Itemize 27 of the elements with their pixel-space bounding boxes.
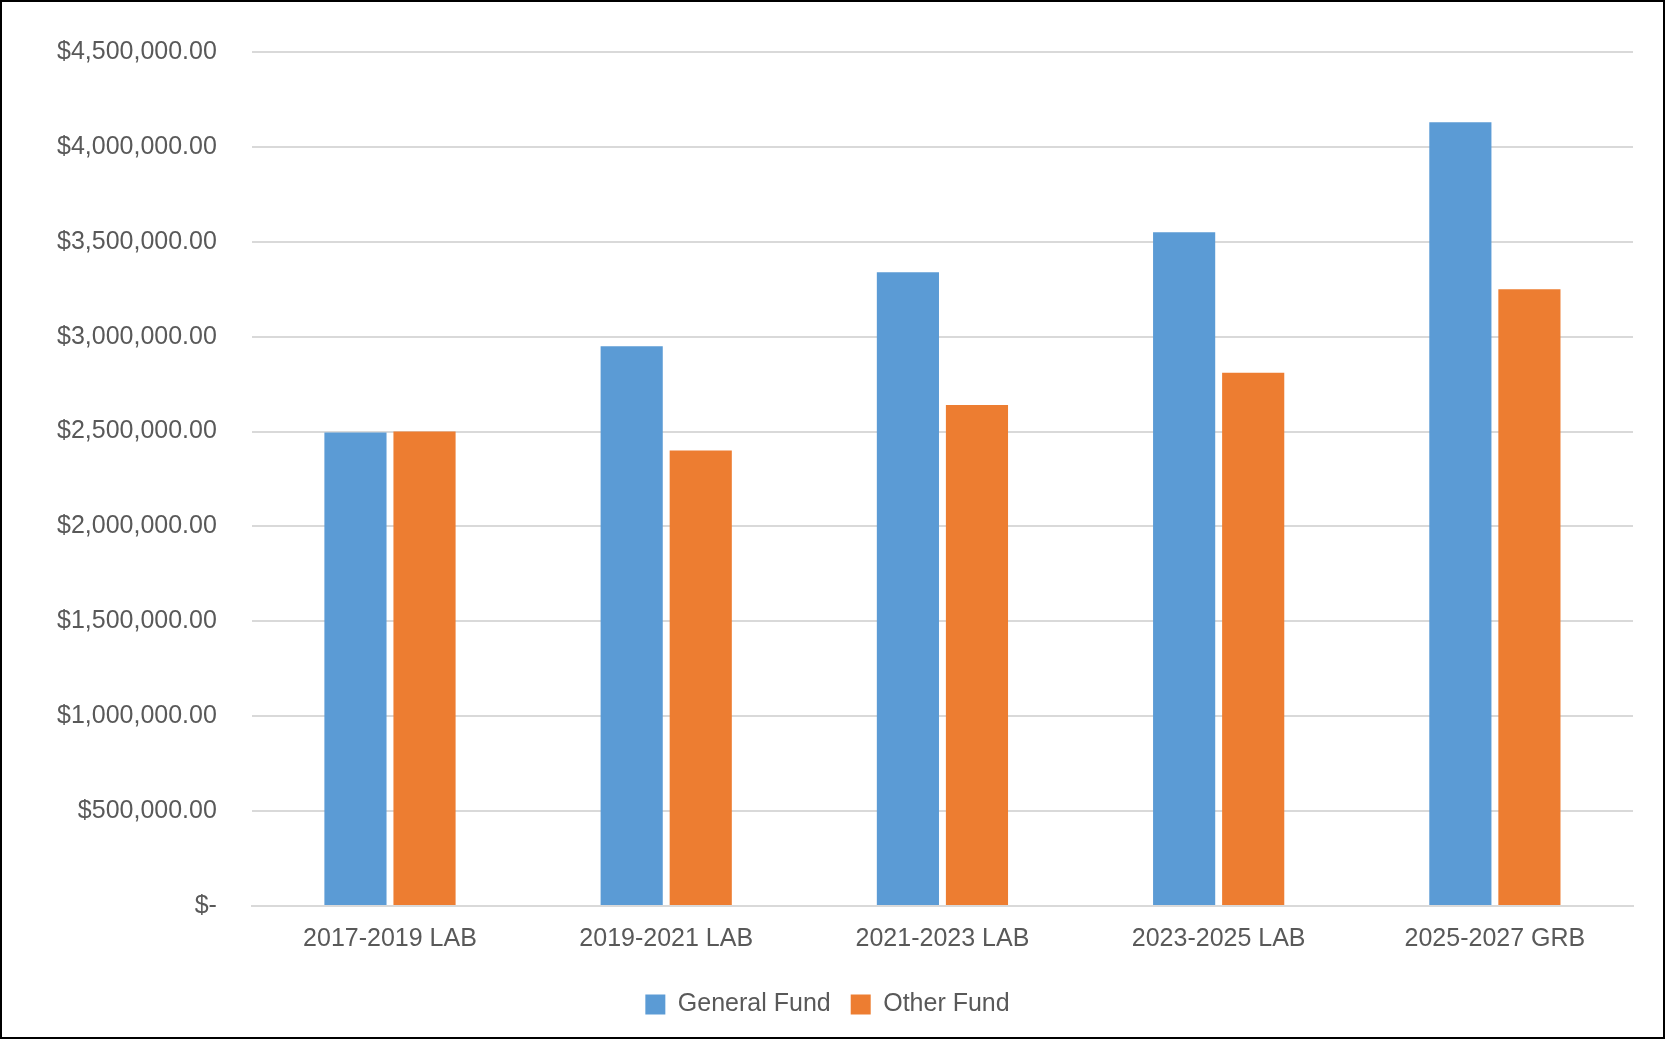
y-tick-label: $500,000.00 xyxy=(77,795,217,823)
y-tick-label: $2,000,000.00 xyxy=(56,510,217,539)
x-tick-label: 2021-2023 LAB xyxy=(855,922,1030,951)
y-tick-label: $- xyxy=(194,889,217,918)
legend-label: Other Fund xyxy=(883,988,1010,1017)
x-tick-label: 2017-2019 LAB xyxy=(303,922,477,951)
y-tick-label: $3,000,000.00 xyxy=(56,320,217,349)
bar xyxy=(669,450,732,905)
bar xyxy=(324,432,387,905)
bar xyxy=(945,404,1009,905)
bar xyxy=(1153,232,1216,905)
bar xyxy=(1498,289,1561,905)
x-tick-label: 2025-2027 GRB xyxy=(1404,922,1586,951)
y-tick-label: $1,500,000.00 xyxy=(56,605,217,634)
y-tick-label: $1,000,000.00 xyxy=(56,700,217,729)
bar xyxy=(393,431,456,905)
bar xyxy=(600,346,663,905)
bar xyxy=(1222,372,1285,905)
bar xyxy=(1429,122,1492,905)
bar xyxy=(876,272,939,905)
x-tick-label: 2023-2025 LAB xyxy=(1131,922,1306,951)
legend-label: General Fund xyxy=(677,988,831,1017)
y-tick-label: $4,500,000.00 xyxy=(56,35,217,64)
y-tick-label: $3,500,000.00 xyxy=(56,225,217,254)
x-tick-label: 2019-2021 LAB xyxy=(579,922,754,951)
y-tick-label: $4,000,000.00 xyxy=(56,130,217,159)
y-tick-label: $2,500,000.00 xyxy=(56,415,217,444)
